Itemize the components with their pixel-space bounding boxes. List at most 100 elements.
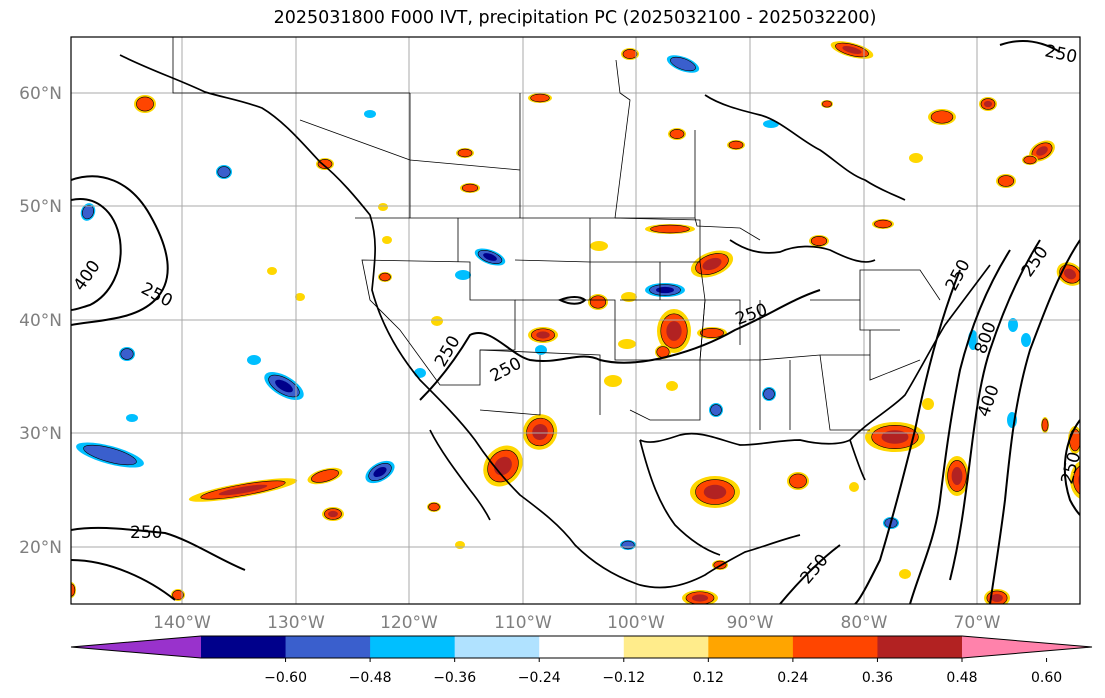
colorbar-segment — [539, 636, 625, 658]
negative-precip-anomaly — [620, 540, 636, 550]
positive-precip-anomaly — [522, 414, 558, 450]
positive-precip-anomaly — [787, 472, 809, 490]
colorbar-tick-label: −0.48 — [349, 670, 392, 686]
positive-precip-anomaly — [134, 95, 156, 113]
colorbar-extend-min — [71, 636, 201, 658]
negative-precip-anomaly — [455, 270, 471, 280]
lat-label-20n: 20°N — [19, 538, 62, 558]
lon-label-90w: 90°W — [727, 613, 774, 633]
colorbar-tick-label: −0.24 — [518, 670, 561, 686]
ivt-contour-250-caribbean — [779, 544, 841, 604]
border-alaska-canada — [172, 37, 410, 94]
positive-precip-anomaly — [922, 398, 934, 410]
negative-precip-anomaly — [247, 355, 261, 365]
positive-precip-anomaly — [979, 97, 997, 111]
negative-precip-anomaly — [1021, 333, 1031, 347]
lon-label-120w: 120°W — [380, 613, 438, 633]
colorbar-segment — [708, 636, 794, 658]
negative-precip-anomaly — [264, 372, 304, 400]
ivt-contour-250-northeast — [999, 40, 1061, 53]
positive-precip-anomaly — [1070, 461, 1080, 499]
negative-precip-anomaly — [709, 403, 723, 417]
longitude-axis: 140°W 130°W 120°W 110°W 100°W 90°W 80°W … — [153, 613, 1001, 633]
positive-precip-anomaly — [809, 235, 829, 247]
state-province-borders — [172, 37, 941, 431]
positive-precip-anomaly — [483, 445, 523, 487]
lon-label-80w: 80°W — [841, 613, 888, 633]
positive-precip-anomaly — [690, 476, 740, 508]
ivt-contour-250-far-east — [1063, 419, 1080, 516]
positive-precip-anomaly — [528, 93, 552, 103]
eastern-states-borders — [629, 299, 921, 431]
colorbar-segment — [285, 636, 371, 658]
colorbar-segment — [201, 636, 287, 658]
great-lakes-shoreline — [729, 239, 876, 263]
positive-precip-anomaly — [1056, 262, 1080, 286]
colorbar-segment — [370, 636, 456, 658]
ivt-contour-400-east — [909, 249, 1011, 604]
negative-precip-anomaly — [414, 368, 426, 378]
negative-precip-anomaly — [1008, 318, 1018, 332]
lon-label-110w: 110°W — [494, 613, 552, 633]
positive-precip-anomaly — [295, 293, 305, 301]
lon-label-130w: 130°W — [267, 613, 325, 633]
positive-precip-anomaly — [455, 541, 465, 549]
map-frame — [70, 36, 1081, 605]
negative-precip-anomaly — [216, 165, 232, 179]
colorbar-tick-label: 0.60 — [1031, 670, 1062, 686]
ivt-contour-250-east-outer — [854, 269, 961, 604]
positive-precip-anomaly — [378, 272, 392, 282]
positive-precip-anomaly — [621, 48, 639, 60]
lat-label-30n: 30°N — [19, 424, 62, 444]
coastlines — [119, 54, 991, 589]
contour-label: 250 — [130, 523, 162, 543]
negative-precip-anomaly — [645, 283, 685, 297]
positive-precip-anomaly — [682, 590, 718, 604]
contour-label: 250 — [1058, 450, 1086, 487]
positive-precip-anomaly — [928, 109, 956, 125]
colorbar-tick-label: 0.48 — [946, 670, 977, 686]
colorbar-segment — [792, 636, 878, 658]
colorbar-outline — [70, 635, 1093, 659]
lon-label-70w: 70°W — [954, 613, 1001, 633]
positive-precip-anomaly — [830, 41, 874, 59]
mexico-east-coast — [639, 439, 721, 556]
positive-precip-anomaly — [945, 456, 969, 496]
lon-label-140w: 140°W — [153, 613, 211, 633]
canada-province-borders — [299, 59, 696, 219]
negative-precip-anomaly — [666, 55, 700, 73]
colorbar-extend-max — [962, 636, 1092, 658]
colorbar-tick-label: 0.12 — [693, 670, 724, 686]
ivt-contour-250-west — [71, 175, 169, 326]
positive-precip-anomaly — [668, 128, 686, 140]
colorbar-tick-label: 0.36 — [862, 670, 893, 686]
negative-precip-anomaly — [535, 345, 547, 355]
colorbar-segment — [454, 636, 540, 658]
negative-precip-anomaly — [119, 347, 135, 361]
positive-precip-anomaly — [528, 327, 558, 343]
positive-precip-anomaly — [71, 582, 76, 598]
positive-precip-anomaly — [427, 502, 441, 512]
positive-precip-anomaly — [666, 381, 678, 391]
positive-precip-anomaly — [821, 100, 833, 108]
ivt-contour-250-southwest — [71, 526, 246, 571]
positive-precip-anomaly — [307, 467, 343, 485]
lat-label-50n: 50°N — [19, 197, 62, 217]
ivt-contour-250-central — [419, 289, 821, 401]
negative-precip-anomaly — [80, 203, 96, 221]
positive-precip-anomaly — [1022, 155, 1038, 165]
positive-precip-anomaly — [188, 478, 298, 502]
latitude-axis: 60°N 50°N 40°N 30°N 20°N — [19, 84, 62, 558]
colorbar-segment — [877, 636, 963, 658]
negative-precip-anomaly — [364, 110, 376, 118]
atlantic-coastline — [849, 264, 991, 481]
northeast-states-borders — [810, 269, 941, 331]
colorbar-tick-label: −0.36 — [433, 670, 476, 686]
ivt-contour-250-small-loop — [557, 296, 587, 305]
positive-precip-anomaly — [382, 236, 392, 244]
negative-precip-anomaly — [126, 414, 138, 422]
pacific-coastline — [119, 54, 801, 589]
positive-precip-anomaly — [460, 183, 480, 193]
lat-label-60n: 60°N — [19, 84, 62, 104]
